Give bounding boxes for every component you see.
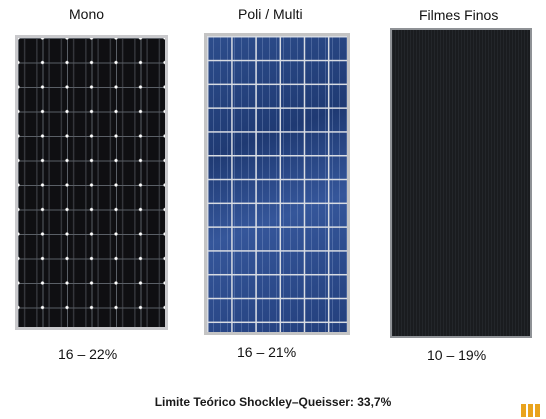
shockley-queisser-limit: Limite Teórico Shockley–Queisser: 33,7% xyxy=(154,395,392,409)
efficiency-thin-film: 10 – 19% xyxy=(427,347,487,363)
panel-title-thin-film: Filmes Finos xyxy=(419,7,499,23)
thin-film-solar-panel-image xyxy=(390,28,532,338)
efficiency-poly: 16 – 21% xyxy=(237,344,297,360)
efficiency-mono: 16 – 22% xyxy=(58,346,118,362)
panel-title-mono: Mono xyxy=(69,6,105,22)
poly-solar-panel-image xyxy=(204,33,350,335)
mono-solar-panel-image xyxy=(15,35,168,330)
brand-bars-icon xyxy=(521,404,541,417)
panel-title-poly: Poli / Multi xyxy=(238,6,303,22)
